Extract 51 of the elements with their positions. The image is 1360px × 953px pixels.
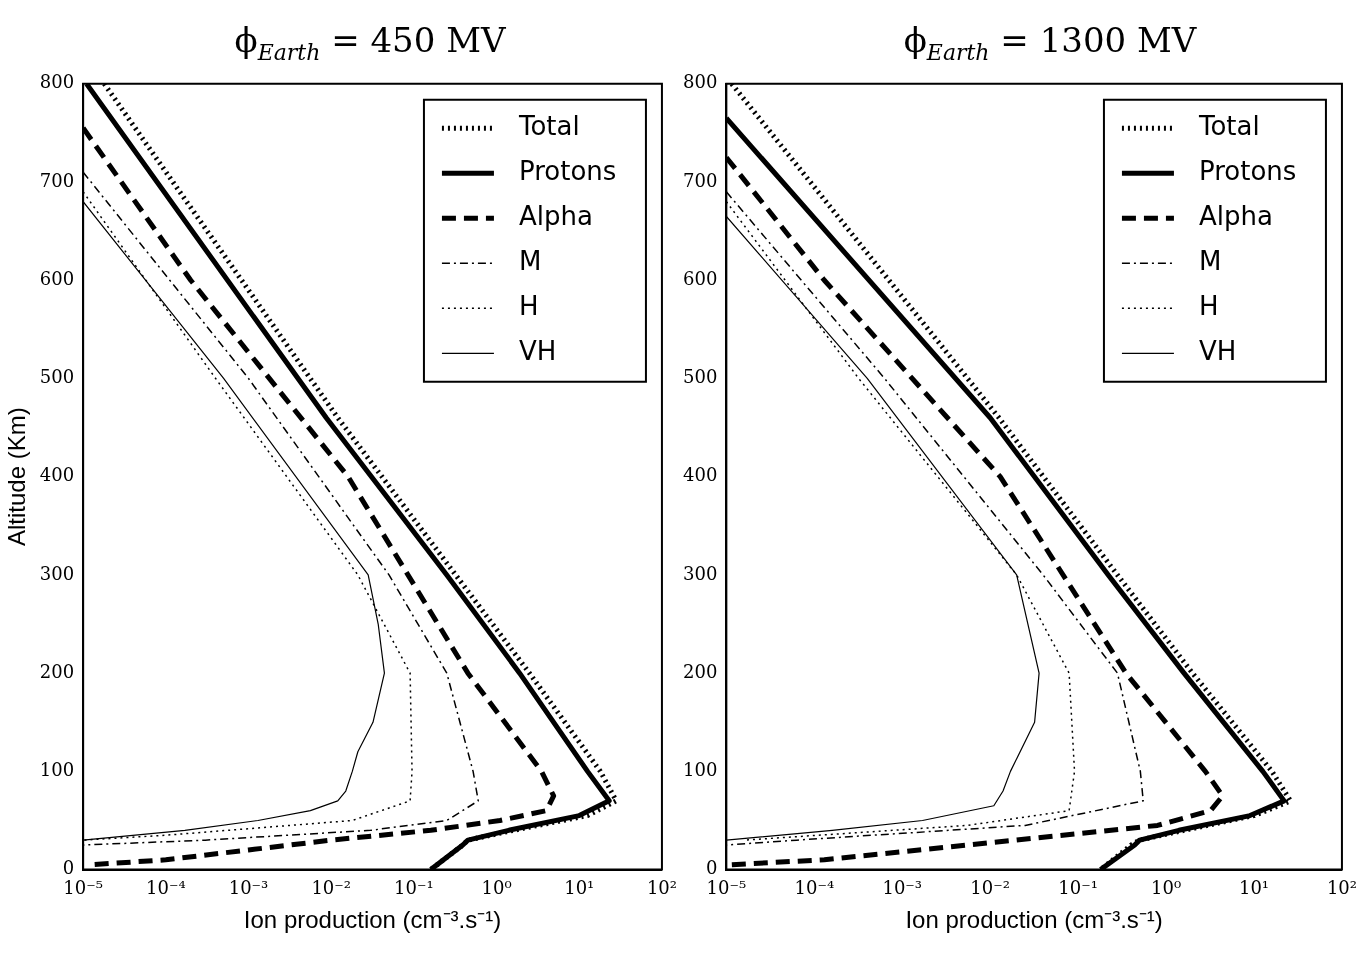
- x-axis-title: Ion production (cm⁻³.s⁻¹): [905, 906, 1163, 934]
- legend-label: VH: [1198, 336, 1237, 367]
- legend-label: H: [518, 291, 539, 322]
- legend-label: Total: [517, 111, 580, 142]
- legend-label: Alpha: [1198, 201, 1273, 232]
- x-tick-label: 10⁻⁵: [63, 877, 103, 899]
- legend-label: VH: [518, 336, 557, 367]
- y-tick-label: 0: [62, 857, 75, 879]
- legend-label: Protons: [518, 156, 617, 187]
- x-tick-label: 10⁰: [481, 877, 512, 899]
- x-tick-label: 10¹: [564, 877, 595, 899]
- y-axis-title: Altitude (Km): [3, 407, 31, 547]
- x-tick-label: 10⁻⁴: [146, 877, 186, 899]
- y-tick-label: 700: [683, 169, 718, 191]
- chart-title: ϕ$_{Earth}$ = 1300 MV: [902, 19, 1198, 67]
- y-tick-label: 500: [683, 366, 718, 388]
- y-tick-label: 300: [683, 562, 718, 584]
- legend-label: H: [1198, 291, 1219, 322]
- x-tick-label: 10⁻¹: [1058, 877, 1098, 899]
- y-tick-label: 800: [39, 71, 75, 93]
- y-tick-label: 800: [683, 71, 718, 93]
- y-tick-label: 400: [39, 464, 75, 486]
- legend-label: Protons: [1198, 156, 1297, 187]
- legend-label: Total: [1197, 111, 1260, 142]
- x-tick-label: 10⁰: [1151, 877, 1182, 899]
- x-axis-title: Ion production (cm⁻³.s⁻¹): [243, 906, 502, 934]
- x-tick-label: 10¹: [1238, 877, 1270, 899]
- x-tick-label: 10⁻¹: [394, 877, 434, 899]
- y-tick-label: 300: [39, 562, 75, 584]
- x-tick-label: 10⁻³: [882, 877, 923, 899]
- y-tick-label: 200: [39, 660, 75, 682]
- y-tick-label: 0: [705, 857, 718, 879]
- x-tick-label: 10²: [1326, 877, 1357, 899]
- y-tick-label: 100: [683, 759, 718, 781]
- y-tick-label: 600: [683, 267, 718, 289]
- x-tick-label: 10⁻⁴: [794, 877, 835, 899]
- y-tick-label: 200: [683, 660, 718, 682]
- x-tick-label: 10⁻⁵: [706, 877, 747, 899]
- y-tick-label: 100: [39, 759, 75, 781]
- y-tick-label: 600: [39, 267, 75, 289]
- x-tick-label: 10⁻²: [311, 877, 352, 899]
- legend-label: M: [518, 246, 542, 277]
- y-tick-label: 400: [683, 464, 718, 486]
- x-tick-label: 10⁻³: [228, 877, 269, 899]
- x-tick-label: 10⁻²: [970, 877, 1010, 899]
- y-tick-label: 700: [39, 169, 75, 191]
- legend-label: Alpha: [518, 201, 593, 232]
- legend-label: M: [1198, 246, 1222, 277]
- x-tick-label: 10²: [646, 877, 677, 899]
- chart-title: ϕ$_{Earth}$ = 450 MV: [233, 19, 507, 67]
- y-tick-label: 500: [39, 366, 75, 388]
